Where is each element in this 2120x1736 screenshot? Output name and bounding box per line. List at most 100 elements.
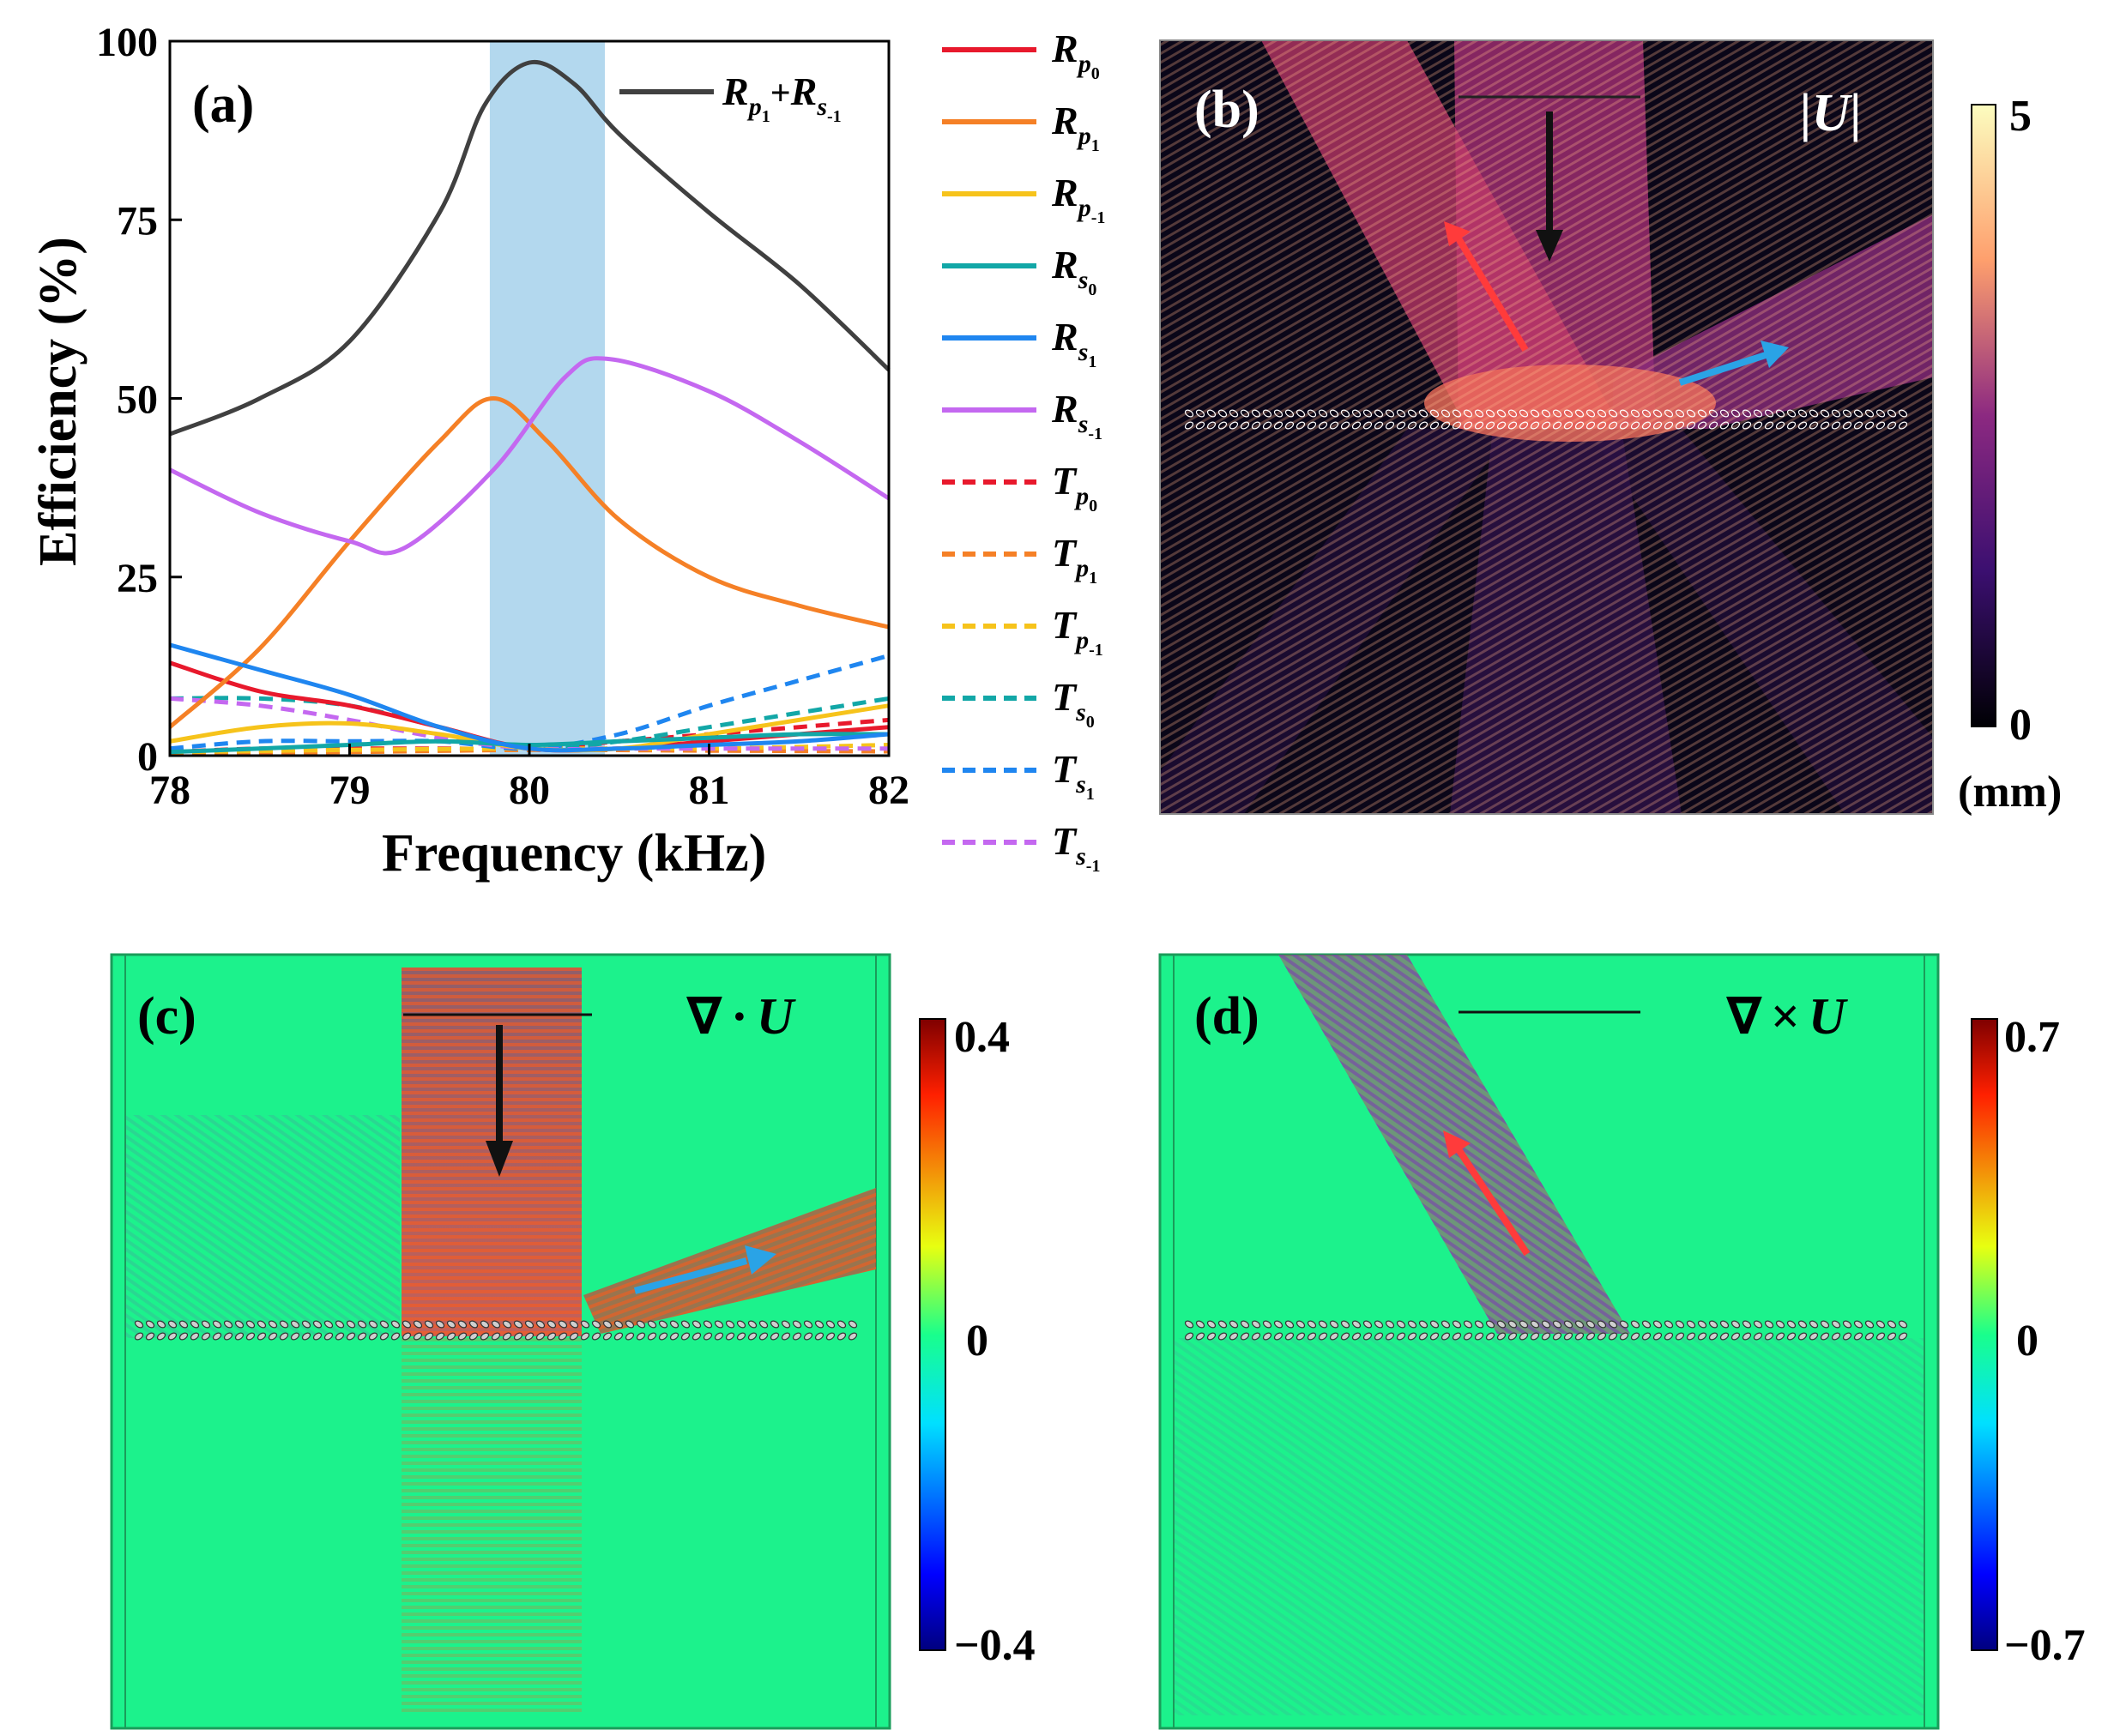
scatterer xyxy=(1552,421,1562,430)
scatterer xyxy=(1340,421,1350,430)
scatterer xyxy=(1340,409,1350,418)
scatterer xyxy=(424,1320,434,1329)
scatterer xyxy=(524,1320,535,1329)
scatterer xyxy=(156,1320,166,1329)
scatterer xyxy=(535,1332,546,1341)
scatterer xyxy=(1842,1332,1852,1341)
colorbar-max: 0.4 xyxy=(954,1013,1010,1062)
scatterer xyxy=(1519,409,1529,418)
scatterer xyxy=(301,1332,311,1341)
scatterer xyxy=(1753,1320,1763,1329)
scatterer xyxy=(580,1320,590,1329)
scatterer xyxy=(346,1332,356,1341)
scatterer xyxy=(1853,421,1863,430)
scatterer xyxy=(1552,1332,1562,1341)
scatterer xyxy=(1441,421,1451,430)
scatterer xyxy=(1842,1320,1852,1329)
scatterer xyxy=(1708,421,1718,430)
scatterer xyxy=(1251,1332,1261,1341)
legend-label: Tp-1 xyxy=(1052,603,1103,660)
scatterer xyxy=(390,1320,401,1329)
scatterer xyxy=(1652,421,1663,430)
scatterer xyxy=(625,1332,635,1341)
scatterer xyxy=(1742,1332,1752,1341)
scatterer xyxy=(312,1320,323,1329)
scatterer xyxy=(1262,1332,1272,1341)
scatterer xyxy=(1786,1320,1797,1329)
scatterer xyxy=(1797,421,1808,430)
scatterer xyxy=(1887,1332,1897,1341)
scatterer xyxy=(580,1332,590,1341)
scatterer xyxy=(1507,409,1518,418)
scatterer xyxy=(825,1320,836,1329)
scatterer xyxy=(1652,409,1663,418)
scatterer xyxy=(1831,1320,1841,1329)
scatterer xyxy=(658,1320,668,1329)
scatterer xyxy=(402,1332,412,1341)
scatterer xyxy=(1797,1320,1808,1329)
scatterer xyxy=(1229,1332,1239,1341)
scatterer xyxy=(1385,1320,1395,1329)
scatterer xyxy=(346,1320,356,1329)
scatterer xyxy=(1730,409,1741,418)
scatterer xyxy=(747,1332,758,1341)
scatterer xyxy=(781,1320,791,1329)
scatterer xyxy=(1184,421,1194,430)
scatterer xyxy=(1641,421,1652,430)
scatterer xyxy=(190,1332,200,1341)
scatterer xyxy=(167,1332,178,1341)
scatterer xyxy=(1273,421,1283,430)
x-tick-label: 82 xyxy=(868,768,909,813)
scatterer xyxy=(1374,1320,1384,1329)
scatterer xyxy=(1396,421,1406,430)
scatterer xyxy=(1641,409,1652,418)
legend: Rp0 Rp1 Rp-1 Rs0 Rs1 Rs-1 Tp0 Tp1 Tp-1 Ts0 Ts1 Ts-1 xyxy=(942,27,1105,876)
x-tick-label: 79 xyxy=(329,768,371,813)
scatterer xyxy=(1608,409,1618,418)
scatterer xyxy=(1898,409,1908,418)
scatterer xyxy=(1875,421,1886,430)
scatterer xyxy=(1898,1332,1908,1341)
scatterer xyxy=(268,1320,278,1329)
scatterer xyxy=(480,1320,490,1329)
scatterer xyxy=(1530,1332,1540,1341)
scatterer xyxy=(1262,421,1272,430)
scatterer xyxy=(357,1332,367,1341)
scatterer xyxy=(1887,1320,1897,1329)
reflected-s-arrow xyxy=(1678,352,1767,386)
scatterer xyxy=(223,1320,233,1329)
scatterer xyxy=(1753,409,1763,418)
panel-label-c: (c) xyxy=(137,987,196,1046)
scatterer xyxy=(1820,1320,1830,1329)
field-label-magnitude: |U| xyxy=(1800,84,1862,142)
scatterer xyxy=(1630,1320,1640,1329)
scatterer xyxy=(1552,1320,1562,1329)
scatterer xyxy=(368,1320,378,1329)
scatterer xyxy=(1853,1332,1863,1341)
scatterer xyxy=(1351,1320,1362,1329)
scatterer xyxy=(368,1332,378,1341)
scatterer xyxy=(134,1320,144,1329)
scatterer xyxy=(825,1332,836,1341)
scatterer xyxy=(1273,1332,1283,1341)
scatterer xyxy=(1664,409,1674,418)
scatterer xyxy=(1496,409,1507,418)
scatterer xyxy=(1396,1320,1406,1329)
scatterer xyxy=(468,1320,479,1329)
scatterer xyxy=(1273,409,1283,418)
scatterer xyxy=(1485,409,1495,418)
scatterer xyxy=(491,1320,501,1329)
scatterer xyxy=(1563,1332,1573,1341)
inset-legend-label: Rp1+Rs-1 xyxy=(722,69,842,126)
scatterer xyxy=(1574,1332,1585,1341)
scatterer xyxy=(781,1332,791,1341)
colorbar-mid: 0 xyxy=(966,1317,988,1365)
scatterer xyxy=(1898,421,1908,430)
scatterer xyxy=(1452,1332,1462,1341)
scatterer xyxy=(1195,409,1205,418)
reflected-s-arrow xyxy=(633,1257,748,1294)
scatterer xyxy=(1284,1332,1295,1341)
incident-arrowhead xyxy=(486,1141,513,1177)
scatterer xyxy=(1429,409,1440,418)
scatterer xyxy=(1831,409,1841,418)
